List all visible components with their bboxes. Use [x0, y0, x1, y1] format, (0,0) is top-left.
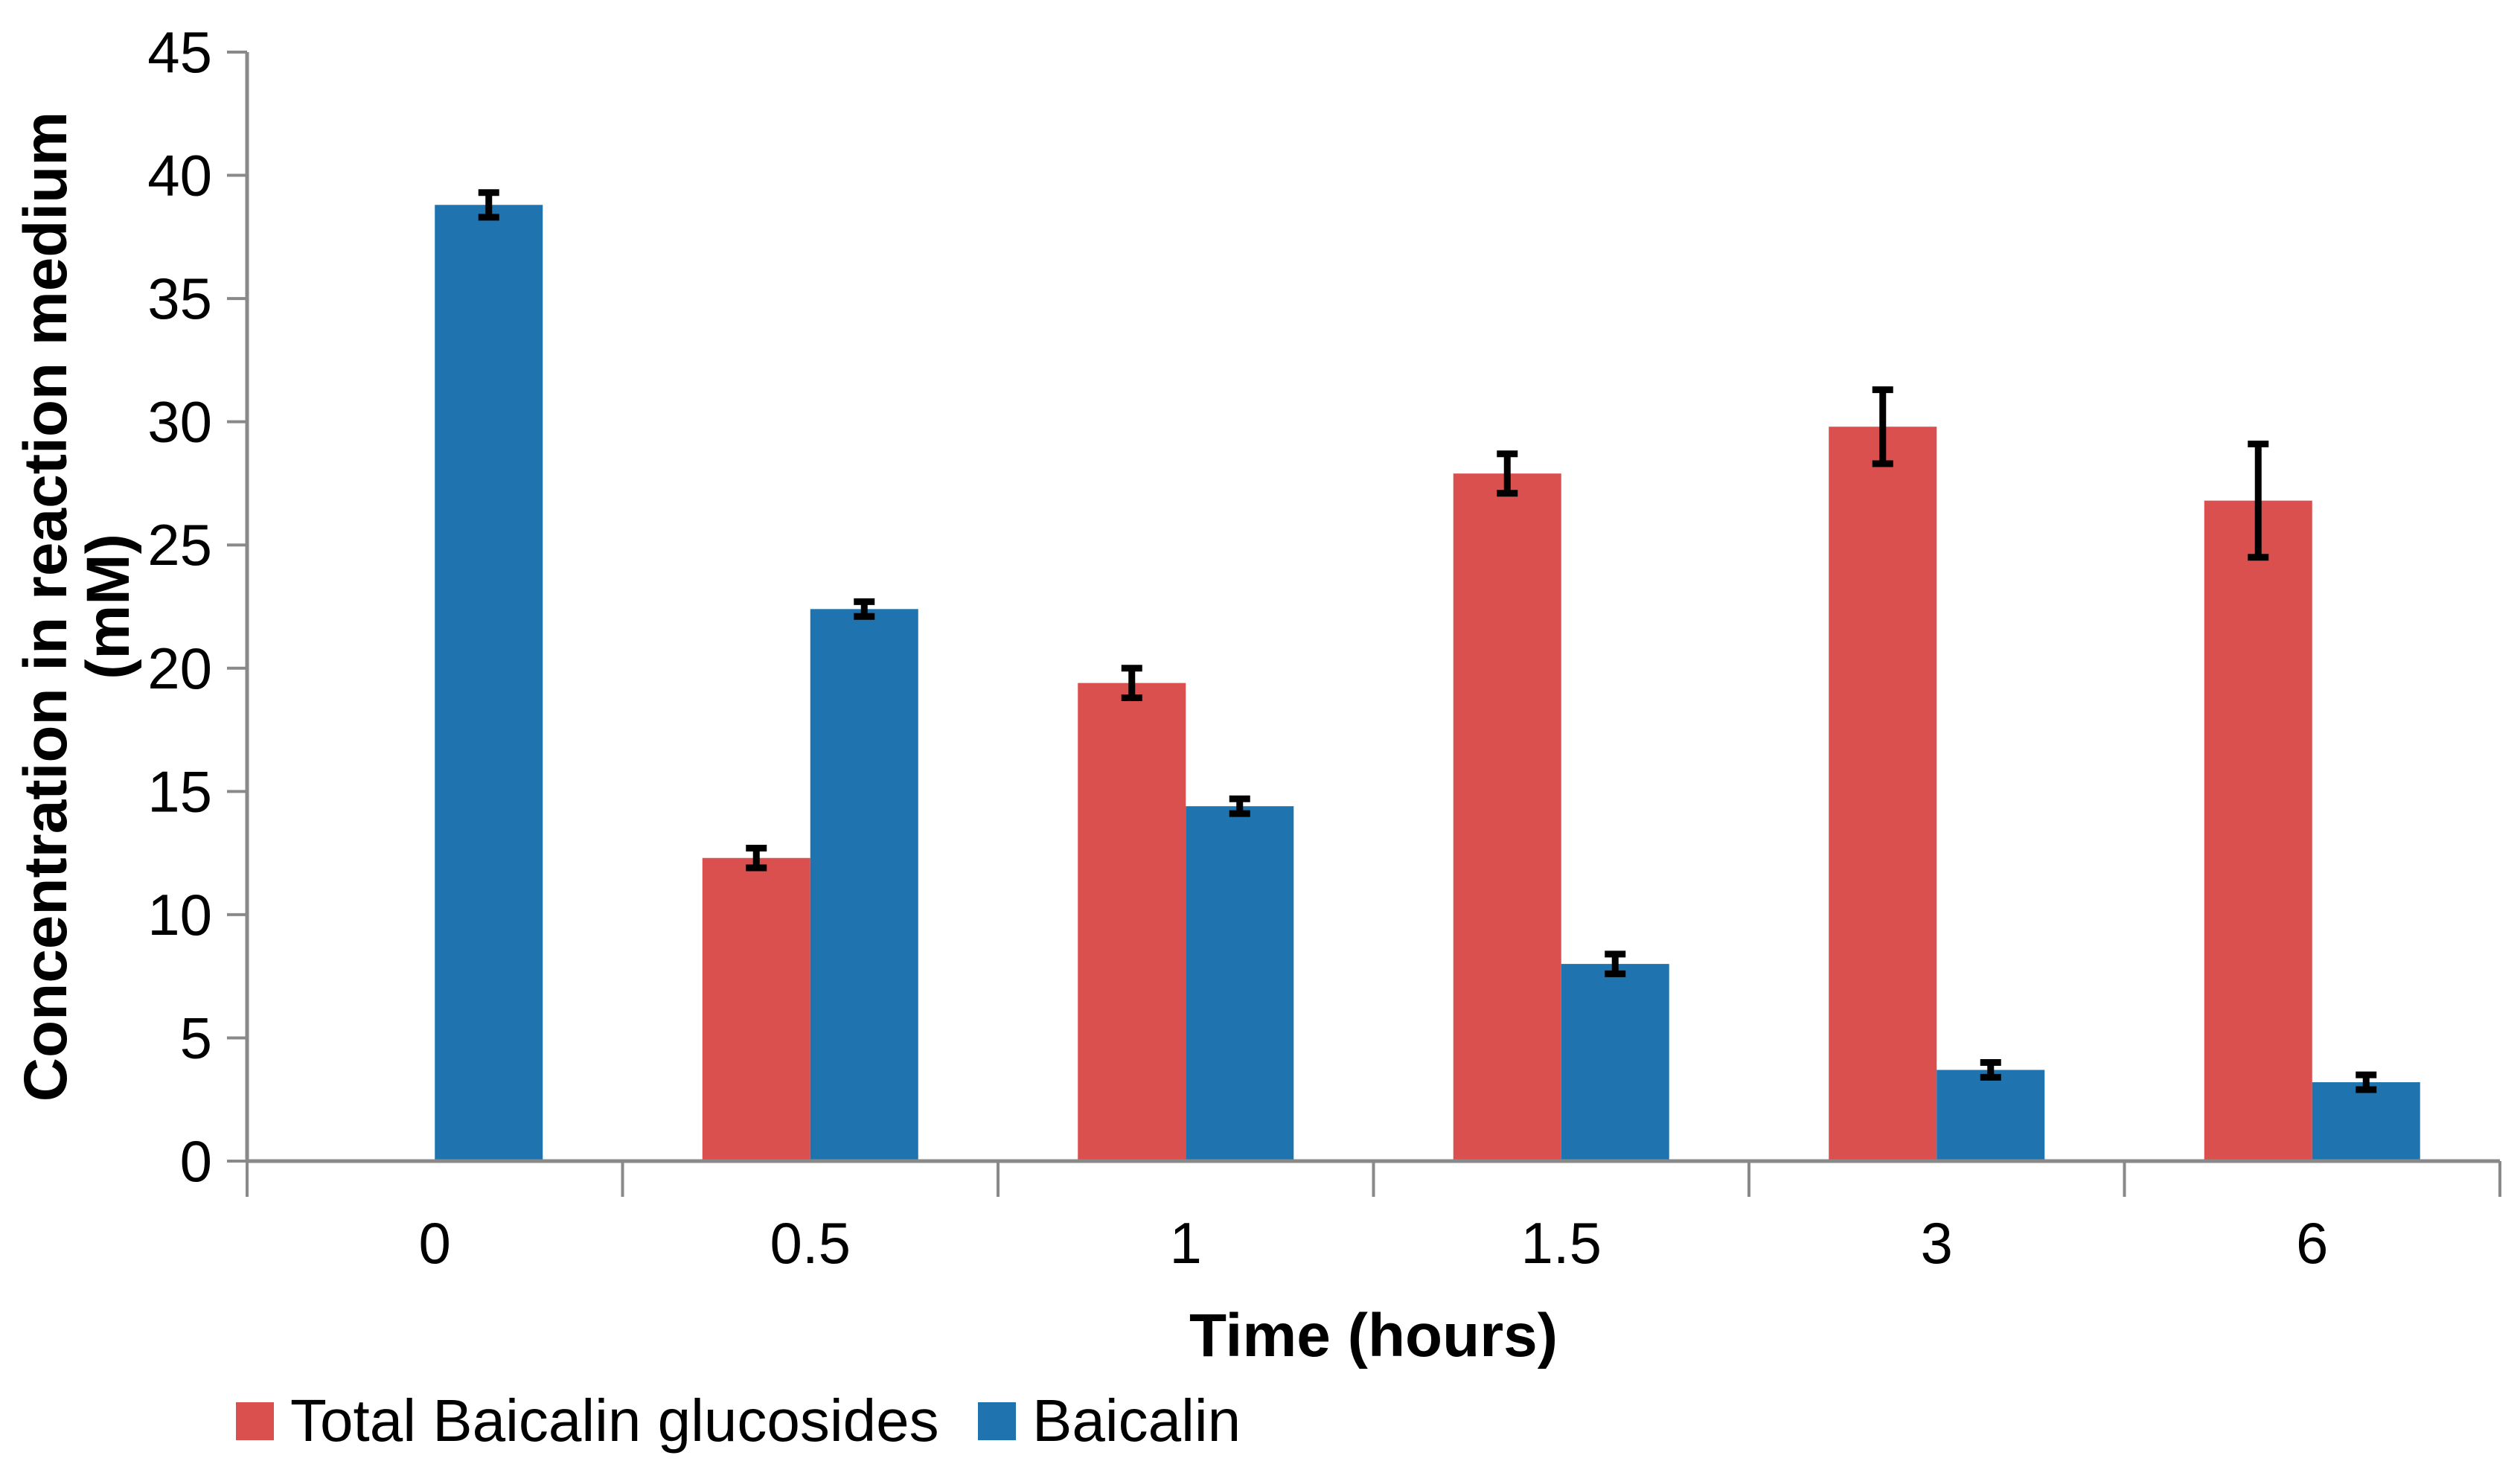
bar-red-t1.5 — [1453, 473, 1561, 1161]
legend-item-baicalin: Baicalin — [978, 1387, 1241, 1454]
bar-blue-t3 — [1937, 1070, 2045, 1161]
bar-blue-t1 — [1186, 806, 1294, 1161]
x-category-label: 1.5 — [1521, 1210, 1602, 1276]
legend-label: Total Baicalin glucosides — [290, 1387, 939, 1454]
bar-blue-t6 — [2312, 1082, 2420, 1161]
legend-item-total-baicalin-glucosides: Total Baicalin glucosides — [236, 1387, 939, 1454]
bar-red-t1 — [1078, 683, 1186, 1161]
bar-blue-t0.5 — [810, 609, 918, 1161]
x-category-label: 3 — [1921, 1210, 1953, 1276]
y-tick-label: 0 — [180, 1128, 212, 1194]
x-category-label: 0.5 — [770, 1210, 851, 1276]
bar-blue-t0 — [435, 205, 543, 1162]
y-axis-title: Concentration in reaction medium (mM) — [12, 111, 142, 1102]
y-tick-label: 30 — [147, 389, 212, 455]
y-tick-label: 10 — [147, 882, 212, 947]
y-tick-label: 5 — [180, 1005, 212, 1070]
bar-red-t3 — [1829, 426, 1937, 1161]
x-category-label: 1 — [1170, 1210, 1202, 1276]
y-tick-label: 25 — [147, 512, 212, 578]
y-tick-label: 35 — [147, 266, 212, 331]
y-tick-label: 15 — [147, 758, 212, 824]
legend-swatch-blue — [978, 1402, 1016, 1440]
legend: Total Baicalin glucosides Baicalin — [0, 1387, 2520, 1454]
legend-swatch-red — [236, 1402, 274, 1440]
bar-red-t6 — [2204, 500, 2312, 1161]
legend-label: Baicalin — [1032, 1387, 1241, 1454]
x-category-label: 0 — [419, 1210, 451, 1276]
x-category-label: 6 — [2296, 1210, 2328, 1276]
y-tick-label: 45 — [147, 19, 212, 85]
y-tick-label: 40 — [147, 143, 212, 208]
bar-blue-t1.5 — [1561, 964, 1669, 1161]
bar-red-t0.5 — [702, 857, 810, 1161]
y-tick-label: 20 — [147, 636, 212, 701]
x-axis-title: Time (hours) — [1189, 1302, 1558, 1369]
